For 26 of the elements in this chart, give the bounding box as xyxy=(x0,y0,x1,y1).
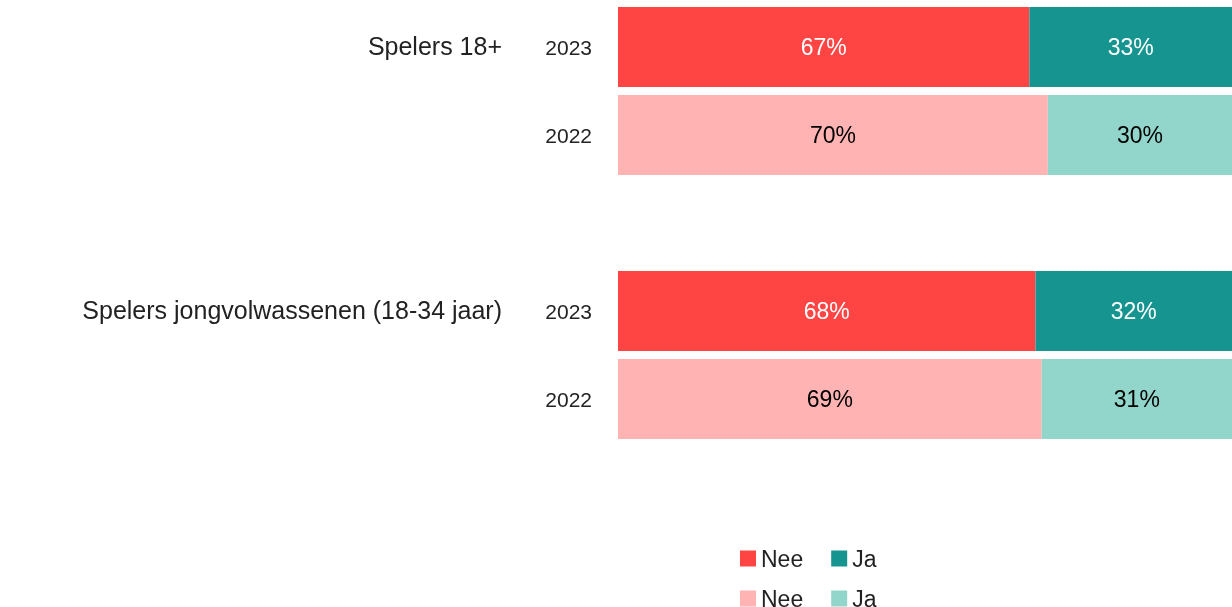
text: Spelers jongvolwassenen (18-34 jaar) xyxy=(82,295,502,324)
bar xyxy=(1029,6,1232,88)
data-label: 68% xyxy=(803,298,850,324)
bar xyxy=(618,6,1030,88)
legend-label: Ja xyxy=(852,545,877,572)
y-tick-label: 2023 xyxy=(545,299,592,323)
bar xyxy=(618,358,1042,440)
data-label: 30% xyxy=(1116,122,1163,148)
y-tick-label: 2022 xyxy=(545,123,592,147)
data-label: 69% xyxy=(806,386,853,412)
data-label: 31% xyxy=(1113,386,1160,412)
y-tick-label: 2023 xyxy=(545,35,592,59)
y-tick-label: 2022 xyxy=(545,387,592,411)
data-label: 67% xyxy=(800,34,847,60)
text: Spelers 18+ xyxy=(367,31,502,60)
bar xyxy=(1041,358,1232,440)
bar xyxy=(618,270,1036,352)
bar xyxy=(618,94,1048,176)
data-label: 70% xyxy=(809,122,856,148)
data-label: 32% xyxy=(1110,298,1157,324)
legend-label: Nee xyxy=(761,585,804,607)
bar xyxy=(1035,270,1232,352)
legend-label: Ja xyxy=(852,585,877,607)
data-label: 33% xyxy=(1107,34,1154,60)
legend-label: Nee xyxy=(761,545,804,572)
bar xyxy=(1047,94,1232,176)
